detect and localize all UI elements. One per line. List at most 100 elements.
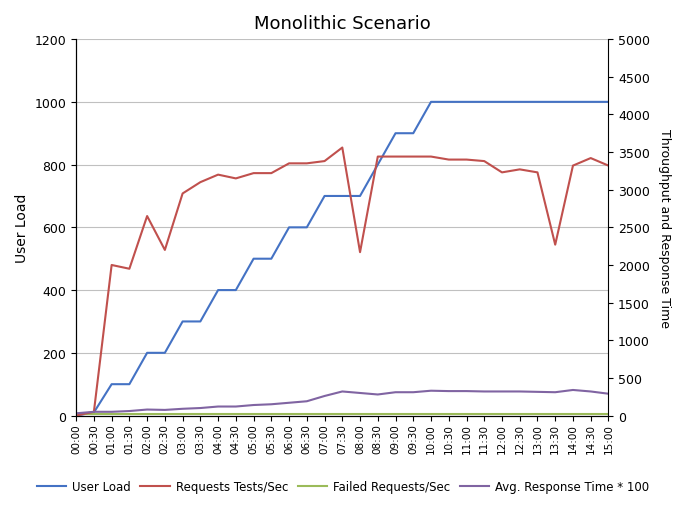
User Load xyxy=(374,162,382,168)
Requests Tests/Sec xyxy=(356,249,364,256)
User Load xyxy=(551,100,559,106)
Avg. Response Time * 100 xyxy=(250,402,258,408)
Failed Requests/Sec xyxy=(569,411,577,417)
User Load xyxy=(533,100,541,106)
Avg. Response Time * 100 xyxy=(72,410,80,416)
Requests Tests/Sec xyxy=(516,167,524,173)
Requests Tests/Sec xyxy=(143,214,151,220)
Failed Requests/Sec xyxy=(232,411,240,417)
Requests Tests/Sec xyxy=(587,156,595,162)
Line: Requests Tests/Sec: Requests Tests/Sec xyxy=(76,148,608,416)
User Load xyxy=(126,381,134,387)
Title: Monolithic Scenario: Monolithic Scenario xyxy=(254,15,431,33)
Requests Tests/Sec xyxy=(409,154,417,160)
User Load xyxy=(587,100,595,106)
Failed Requests/Sec xyxy=(427,411,435,417)
Requests Tests/Sec xyxy=(551,242,559,248)
User Load xyxy=(604,100,613,106)
Failed Requests/Sec xyxy=(392,411,400,417)
Avg. Response Time * 100 xyxy=(551,389,559,395)
Failed Requests/Sec xyxy=(250,411,258,417)
User Load xyxy=(356,193,364,200)
Requests Tests/Sec xyxy=(604,163,613,169)
Avg. Response Time * 100 xyxy=(587,389,595,395)
Requests Tests/Sec xyxy=(392,154,400,160)
Avg. Response Time * 100 xyxy=(268,402,276,408)
Avg. Response Time * 100 xyxy=(462,388,471,394)
Avg. Response Time * 100 xyxy=(126,408,134,414)
Failed Requests/Sec xyxy=(462,411,471,417)
Avg. Response Time * 100 xyxy=(480,389,488,395)
Avg. Response Time * 100 xyxy=(409,389,417,395)
User Load xyxy=(445,100,453,106)
Requests Tests/Sec xyxy=(161,247,169,253)
Avg. Response Time * 100 xyxy=(338,389,346,395)
Failed Requests/Sec xyxy=(143,411,151,417)
Avg. Response Time * 100 xyxy=(90,409,98,415)
Failed Requests/Sec xyxy=(268,411,276,417)
Failed Requests/Sec xyxy=(356,411,364,417)
Failed Requests/Sec xyxy=(480,411,488,417)
Failed Requests/Sec xyxy=(604,411,613,417)
Requests Tests/Sec xyxy=(462,157,471,163)
Failed Requests/Sec xyxy=(303,411,311,417)
Failed Requests/Sec xyxy=(409,411,417,417)
Avg. Response Time * 100 xyxy=(445,388,453,394)
User Load xyxy=(569,100,577,106)
User Load xyxy=(480,100,488,106)
Avg. Response Time * 100 xyxy=(604,391,613,397)
Avg. Response Time * 100 xyxy=(392,389,400,395)
Requests Tests/Sec xyxy=(108,263,116,269)
User Load xyxy=(161,350,169,356)
User Load xyxy=(268,256,276,262)
User Load xyxy=(108,381,116,387)
Avg. Response Time * 100 xyxy=(303,399,311,405)
Requests Tests/Sec xyxy=(232,176,240,182)
Requests Tests/Sec xyxy=(533,170,541,176)
Avg. Response Time * 100 xyxy=(569,387,577,393)
Failed Requests/Sec xyxy=(126,411,134,417)
Avg. Response Time * 100 xyxy=(320,393,329,399)
Requests Tests/Sec xyxy=(427,154,435,160)
Requests Tests/Sec xyxy=(303,161,311,167)
Avg. Response Time * 100 xyxy=(196,405,204,411)
Failed Requests/Sec xyxy=(320,411,329,417)
Failed Requests/Sec xyxy=(533,411,541,417)
Requests Tests/Sec xyxy=(90,409,98,415)
Failed Requests/Sec xyxy=(551,411,559,417)
Failed Requests/Sec xyxy=(587,411,595,417)
User Load xyxy=(498,100,506,106)
Requests Tests/Sec xyxy=(196,180,204,186)
User Load xyxy=(516,100,524,106)
Avg. Response Time * 100 xyxy=(214,404,222,410)
User Load xyxy=(232,288,240,294)
Failed Requests/Sec xyxy=(108,411,116,417)
Failed Requests/Sec xyxy=(161,411,169,417)
User Load xyxy=(143,350,151,356)
User Load xyxy=(196,319,204,325)
Failed Requests/Sec xyxy=(338,411,346,417)
Avg. Response Time * 100 xyxy=(498,389,506,395)
Failed Requests/Sec xyxy=(498,411,506,417)
Failed Requests/Sec xyxy=(178,411,187,417)
User Load xyxy=(90,410,98,416)
User Load xyxy=(303,225,311,231)
Requests Tests/Sec xyxy=(72,413,80,419)
User Load xyxy=(392,131,400,137)
Avg. Response Time * 100 xyxy=(516,389,524,395)
Avg. Response Time * 100 xyxy=(374,391,382,398)
Requests Tests/Sec xyxy=(250,171,258,177)
Failed Requests/Sec xyxy=(214,411,222,417)
Line: User Load: User Load xyxy=(76,103,608,416)
User Load xyxy=(338,193,346,200)
Avg. Response Time * 100 xyxy=(427,388,435,394)
Y-axis label: User Load: User Load xyxy=(15,193,29,263)
Requests Tests/Sec xyxy=(338,145,346,151)
Avg. Response Time * 100 xyxy=(108,409,116,415)
User Load xyxy=(72,413,80,419)
Requests Tests/Sec xyxy=(214,172,222,178)
User Load xyxy=(250,256,258,262)
User Load xyxy=(427,100,435,106)
Avg. Response Time * 100 xyxy=(161,407,169,413)
Requests Tests/Sec xyxy=(268,171,276,177)
